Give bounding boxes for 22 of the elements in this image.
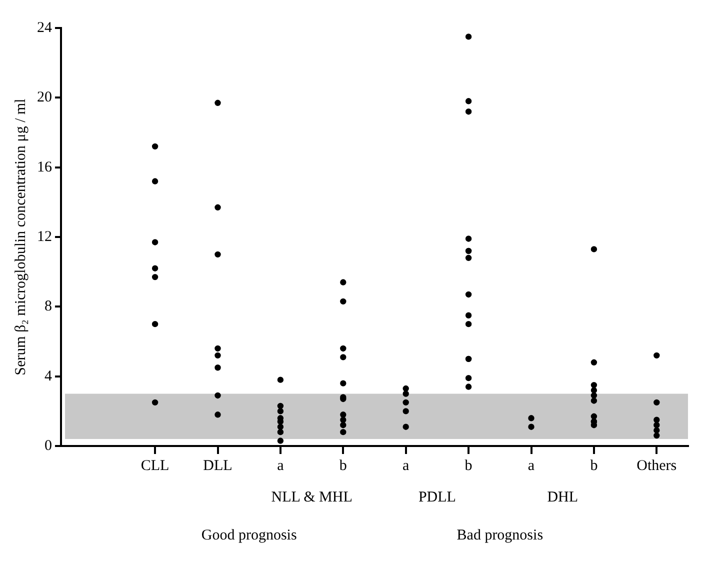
x-tick-label: b (464, 458, 472, 474)
x-tick-label: DLL (203, 458, 232, 474)
text: Bad prognosis (456, 527, 544, 544)
text: NLL & MHL (271, 489, 352, 506)
x-tick-label: a (528, 458, 535, 474)
y-tick-label: 4 (44, 368, 52, 384)
x-tick-label: a (277, 458, 284, 474)
y-axis-title: Serum β₂ microglobulin concentration μg / ml (12, 98, 29, 376)
y-tick-label: 20 (37, 90, 52, 106)
text: Good prognosis (201, 527, 297, 544)
y-tick-label: 24 (37, 20, 52, 36)
y-tick-label: 12 (37, 228, 52, 245)
text: DHL (547, 489, 578, 506)
x-tick-label: Others (636, 458, 677, 474)
y-tick-label: 16 (37, 159, 52, 176)
x-tick-label: CLL (140, 458, 170, 474)
text: PDLL (418, 489, 456, 506)
x-tick-label: b (339, 458, 347, 474)
x-tick-label: b (590, 458, 598, 474)
x-tick-label: a (402, 458, 410, 474)
y-tick-label: 0 (44, 438, 52, 454)
y-tick-label: 8 (44, 298, 52, 315)
